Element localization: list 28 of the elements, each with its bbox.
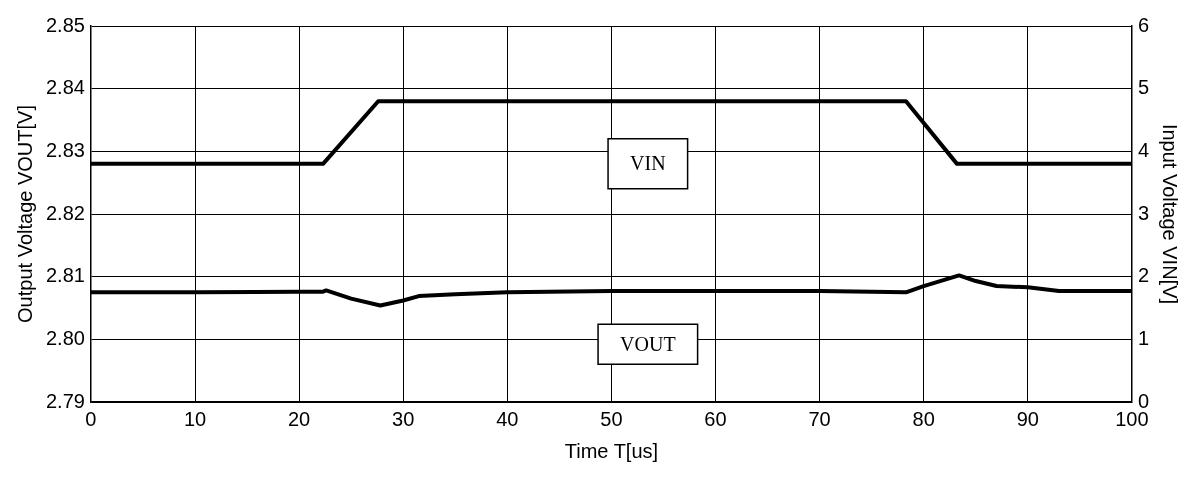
x-tick-label: 20: [287, 407, 311, 430]
x-tick-label: 50: [600, 407, 623, 430]
text: VIN: [630, 152, 666, 175]
y2-tick-label: 4: [1137, 138, 1149, 161]
x-tick-label: 90: [1016, 407, 1039, 430]
y-tick-label: 2.85: [45, 13, 85, 36]
y2-tick-label: 6: [1137, 13, 1149, 36]
y2-axis-title: Input Voltage VIN[V]: [1159, 123, 1182, 305]
y-tick-label: 2.81: [45, 264, 85, 287]
y2-tick-label: 1: [1137, 326, 1149, 349]
x-axis-title: Time T[us]: [564, 439, 659, 462]
x-tick-label: 80: [912, 407, 935, 430]
y-tick-label: 2.80: [45, 326, 85, 349]
x-tick-label: 0: [85, 407, 97, 430]
y2-tick-label: 3: [1137, 201, 1149, 224]
y-tick-label: 2.84: [45, 76, 85, 99]
text: VOUT: [620, 332, 676, 355]
y2-tick-label: 5: [1137, 76, 1149, 99]
x-tick-label: 10: [183, 407, 207, 430]
y-tick-label: 2.79: [45, 389, 85, 412]
y-axis-title: Output Voltage VOUT[V]: [13, 105, 36, 323]
x-tick-label: 60: [704, 407, 727, 430]
x-tick-label: 40: [496, 407, 519, 430]
y-tick-label: 2.83: [45, 138, 85, 161]
y2-tick-label: 2: [1137, 264, 1149, 287]
x-tick-label: 30: [392, 407, 415, 430]
x-tick-label: 70: [808, 407, 831, 430]
y-tick-label: 2.82: [45, 201, 85, 224]
